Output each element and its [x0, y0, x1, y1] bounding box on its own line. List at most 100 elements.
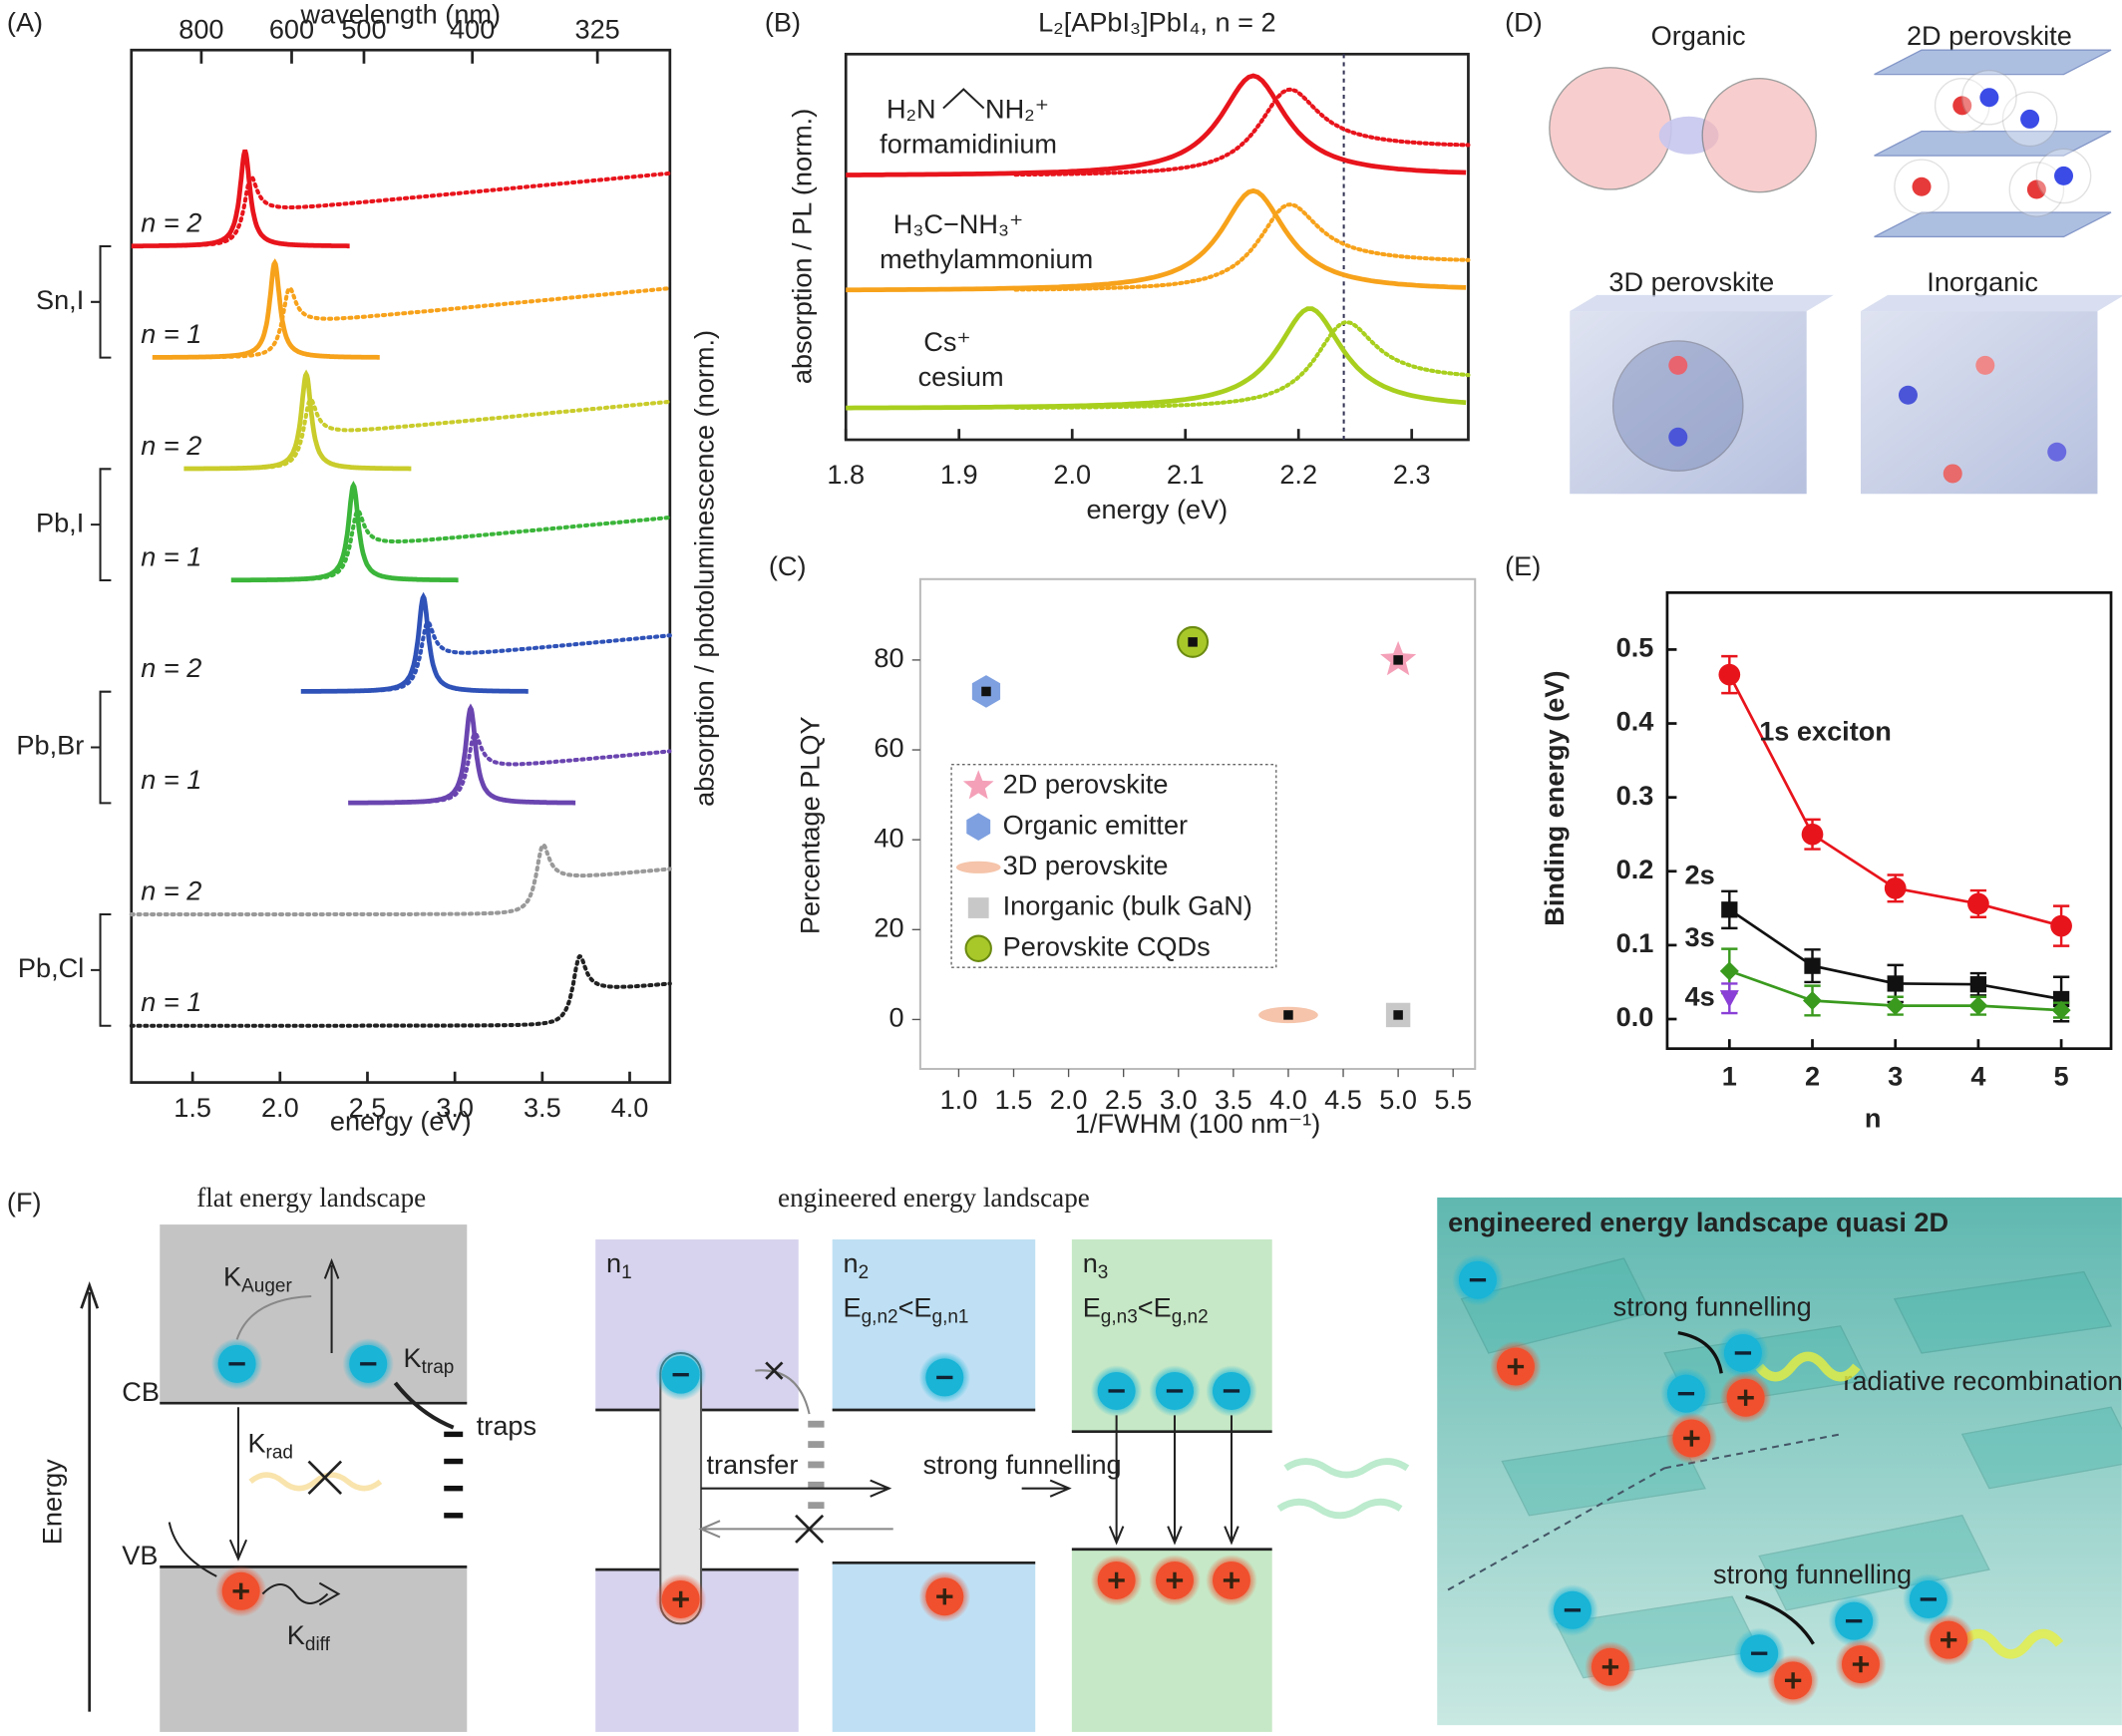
x-axis-label: energy (eV) — [330, 1105, 472, 1136]
marker-center — [1283, 1010, 1293, 1020]
marker-center — [1188, 637, 1198, 647]
hole-escape — [168, 1522, 217, 1577]
series-label: n = 1 — [141, 986, 201, 1017]
x-tick-label: 2.5 — [349, 1092, 387, 1123]
cation-name: formamidinium — [880, 129, 1057, 160]
x-tick-label: 1.0 — [940, 1084, 978, 1115]
column-label-sub: 2 — [859, 1262, 870, 1283]
diagram-label: Inorganic — [1927, 266, 2038, 297]
charge — [2054, 166, 2074, 185]
x-tick-label: 2.5 — [1105, 1084, 1143, 1115]
marker — [2050, 914, 2072, 937]
y-tick-label: 60 — [874, 732, 903, 763]
diff-arrow — [261, 1581, 341, 1606]
trap-state — [808, 1461, 825, 1469]
plus — [232, 1582, 249, 1599]
plot-frame — [130, 48, 672, 1084]
charge — [1668, 427, 1688, 447]
valence-band — [160, 1566, 468, 1732]
quasi-label: strong funnelling — [1613, 1290, 1812, 1321]
formula: H₂N — [886, 93, 936, 124]
top-tick-label: 600 — [269, 13, 314, 44]
marker — [1804, 957, 1821, 974]
y-axis-label: absorption / PL (norm.) — [786, 109, 817, 384]
absorption-curve — [170, 171, 672, 248]
group-label: Pb,I — [36, 507, 84, 537]
condition: Eg,n3<Eg,n2 — [1083, 1292, 1209, 1328]
plus — [1601, 1658, 1619, 1675]
x-tick-label: 2.3 — [1393, 459, 1431, 490]
cube — [1860, 311, 2098, 495]
x-tick-label: 3.5 — [1215, 1084, 1252, 1115]
marker — [1718, 663, 1741, 686]
formula: Cs⁺ — [923, 326, 970, 357]
marker — [1801, 823, 1824, 846]
marker — [1721, 901, 1738, 918]
panel-label: (F) — [7, 1187, 42, 1217]
pl-curve — [846, 187, 1467, 293]
crystal-plate — [1758, 1515, 1990, 1611]
x-tick-label: 5.5 — [1434, 1084, 1472, 1115]
group-label: Sn,I — [36, 284, 84, 315]
condition-part: <E — [1138, 1292, 1172, 1323]
trap-state — [808, 1502, 825, 1510]
charge — [2047, 442, 2067, 462]
x-tick-label: 3.0 — [436, 1092, 474, 1123]
cube-top — [1570, 294, 1834, 312]
band-label: VB — [122, 1540, 158, 1570]
down-arrow — [1224, 1415, 1239, 1546]
y-tick-label: 0.0 — [1616, 1001, 1654, 1032]
top-tick-label: 400 — [450, 13, 495, 44]
charge — [1979, 88, 1999, 108]
rate-label-main: K — [404, 1342, 422, 1373]
panel-label: (D) — [1505, 7, 1543, 38]
absorption-curve — [129, 953, 672, 1028]
legend-label: Perovskite CQDs — [1003, 930, 1211, 961]
crystal-plate — [1960, 1406, 2122, 1490]
x-tick-label: 4.5 — [1324, 1084, 1362, 1115]
x-axis-label: 1/FWHM (100 nm⁻¹) — [1075, 1108, 1320, 1139]
pl-curve — [348, 703, 576, 806]
trap-state — [444, 1485, 464, 1492]
plus — [1784, 1672, 1802, 1689]
slab — [1874, 130, 2112, 157]
panel-label: (A) — [7, 7, 43, 38]
slab — [1874, 211, 2112, 238]
rate-label-main: K — [223, 1261, 241, 1292]
auger-arrow — [235, 1294, 312, 1340]
marker — [1969, 976, 1987, 993]
formula: NH₂⁺ — [985, 93, 1049, 124]
top-axis-label: wavelength (nm) — [300, 0, 502, 29]
marker-center — [1393, 655, 1403, 665]
exciton-sphere — [1611, 340, 1744, 472]
condition-part: E — [1083, 1292, 1101, 1323]
series-label: 2s — [1685, 859, 1715, 889]
down-arrow — [1167, 1415, 1183, 1546]
charge — [1943, 464, 1962, 484]
marker-star — [962, 770, 994, 800]
rate-label: Kdiff — [287, 1619, 331, 1655]
marker-circle — [964, 934, 992, 962]
plus — [1737, 1389, 1754, 1406]
formula: H₃C−NH₃⁺ — [893, 208, 1024, 239]
crystal-plate — [1460, 1257, 1652, 1354]
x-tick-label: 1.5 — [995, 1084, 1033, 1115]
legend-label: Inorganic (bulk GaN) — [1003, 890, 1252, 921]
escape-arrow — [323, 1257, 340, 1353]
radiative-arrow — [228, 1407, 248, 1562]
charge — [2026, 179, 2046, 199]
x-axis-label: energy (eV) — [1086, 494, 1228, 524]
marker-ellipse — [955, 861, 1001, 873]
plus — [1166, 1571, 1184, 1589]
panel-label: (B) — [765, 7, 801, 38]
trap-state — [444, 1458, 464, 1465]
rate-label-main: K — [287, 1619, 305, 1650]
column-label-sub: 3 — [1098, 1262, 1109, 1283]
cube — [1570, 311, 1807, 495]
plot-frame — [918, 577, 1477, 1071]
x-tick-label: 3 — [1888, 1061, 1903, 1092]
absorption-curve — [393, 731, 672, 805]
column-label: n2 — [844, 1247, 870, 1283]
trap-path — [755, 1369, 811, 1415]
marker — [1884, 876, 1907, 899]
